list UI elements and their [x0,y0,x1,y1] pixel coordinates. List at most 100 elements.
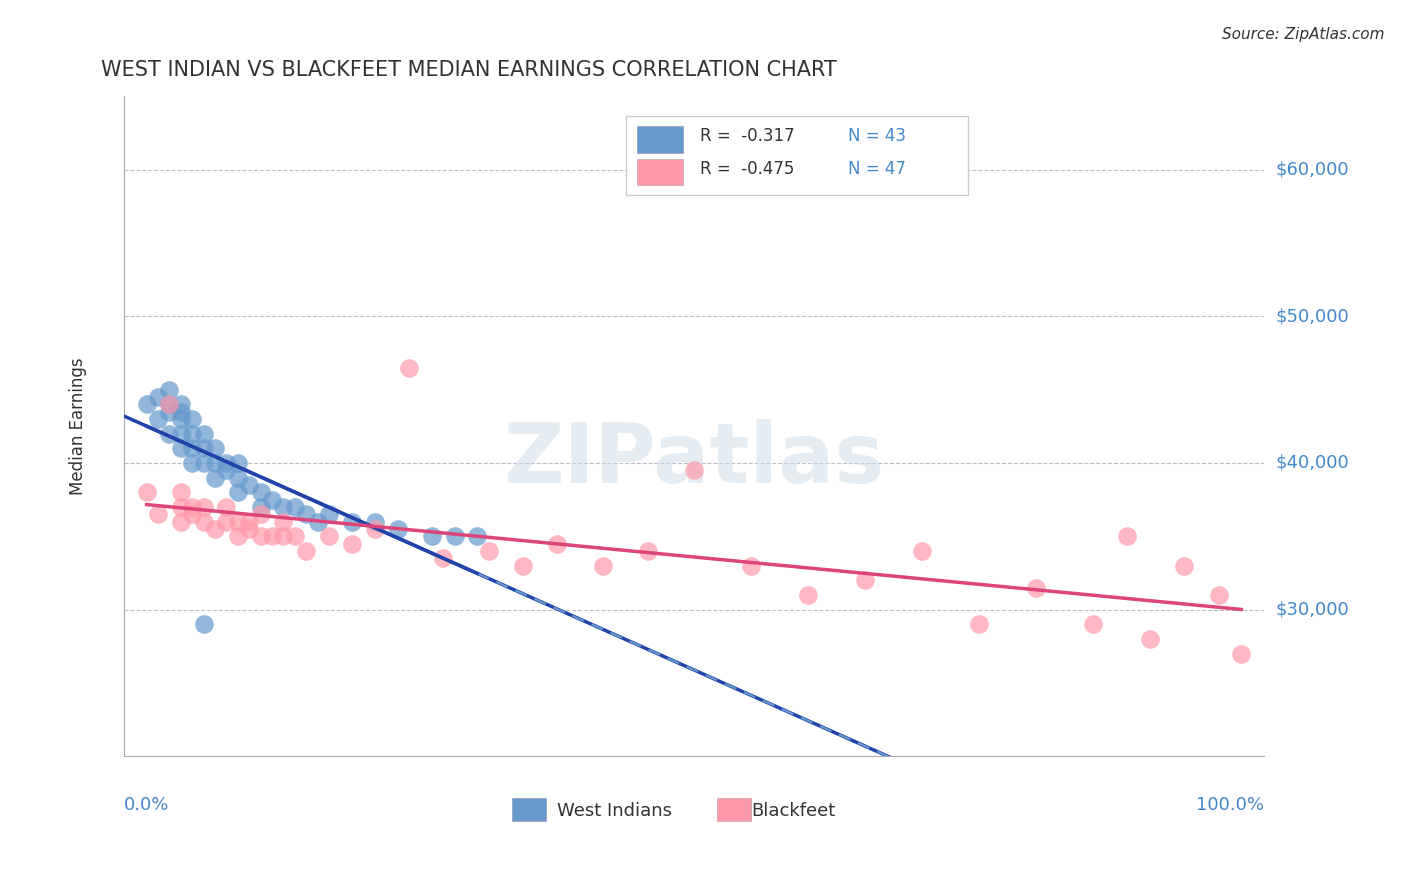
Point [170,442,193,456]
Point [226,515,249,529]
Point [135,397,157,411]
FancyBboxPatch shape [626,116,967,195]
Point [146,412,169,426]
Point [215,515,238,529]
Point [443,529,465,543]
Text: ZIPatlas: ZIPatlas [503,418,884,500]
Point [159,404,181,418]
Text: Blackfeet: Blackfeet [751,802,835,821]
Point [193,617,215,632]
Text: 0.0%: 0.0% [124,796,169,814]
Point [204,522,226,536]
Point [364,522,387,536]
Point [159,397,181,411]
Point [170,412,193,426]
Point [284,529,307,543]
Text: N = 43: N = 43 [848,127,905,145]
Point [170,500,193,514]
Point [420,529,443,543]
Point [262,529,284,543]
Text: $60,000: $60,000 [1275,161,1350,178]
Point [215,456,238,470]
Point [204,470,226,484]
FancyBboxPatch shape [637,126,682,153]
Point [181,426,204,441]
Text: N = 47: N = 47 [848,160,905,178]
Point [853,573,876,587]
Point [215,463,238,477]
Point [170,397,193,411]
Point [159,426,181,441]
Point [295,508,318,522]
Point [637,544,659,558]
Text: $30,000: $30,000 [1275,600,1350,618]
Point [387,522,409,536]
Point [318,508,340,522]
Point [135,485,157,500]
Point [249,500,271,514]
Point [797,588,820,602]
FancyBboxPatch shape [717,797,751,821]
Point [1025,581,1047,595]
Text: WEST INDIAN VS BLACKFEET MEDIAN EARNINGS CORRELATION CHART: WEST INDIAN VS BLACKFEET MEDIAN EARNINGS… [101,60,837,79]
Point [193,456,215,470]
Point [1139,632,1161,646]
Point [340,536,363,550]
Point [249,485,271,500]
Point [262,492,284,507]
Point [512,558,534,573]
Point [1173,558,1195,573]
Point [238,478,260,492]
Point [181,508,204,522]
Point [226,529,249,543]
Point [226,470,249,484]
Text: 100.0%: 100.0% [1197,796,1264,814]
Point [204,442,226,456]
Text: Source: ZipAtlas.com: Source: ZipAtlas.com [1222,27,1385,42]
Point [1208,588,1230,602]
Point [364,515,387,529]
Point [181,456,204,470]
Text: $50,000: $50,000 [1275,308,1350,326]
Point [398,360,420,375]
Text: R =  -0.475: R = -0.475 [700,160,794,178]
Point [273,529,295,543]
Point [226,485,249,500]
Point [238,522,260,536]
FancyBboxPatch shape [512,797,546,821]
Point [273,515,295,529]
Text: R =  -0.317: R = -0.317 [700,127,794,145]
Point [170,404,193,418]
Point [170,426,193,441]
Point [193,515,215,529]
Point [181,412,204,426]
Point [249,529,271,543]
Point [546,536,568,550]
Point [340,515,363,529]
Point [193,442,215,456]
Point [967,617,990,632]
FancyBboxPatch shape [637,159,682,186]
Point [284,500,307,514]
Point [592,558,614,573]
Text: West Indians: West Indians [557,802,672,821]
Text: $40,000: $40,000 [1275,454,1350,472]
Point [432,551,454,566]
Point [740,558,762,573]
Point [181,442,204,456]
Point [911,544,934,558]
Point [193,426,215,441]
Text: Median Earnings: Median Earnings [69,358,87,495]
Point [478,544,501,558]
Point [249,508,271,522]
Point [1081,617,1104,632]
Point [215,500,238,514]
Point [683,463,706,477]
Point [159,397,181,411]
Point [295,544,318,558]
Point [1116,529,1139,543]
Point [146,508,169,522]
Point [159,383,181,397]
Point [307,515,329,529]
Point [273,500,295,514]
